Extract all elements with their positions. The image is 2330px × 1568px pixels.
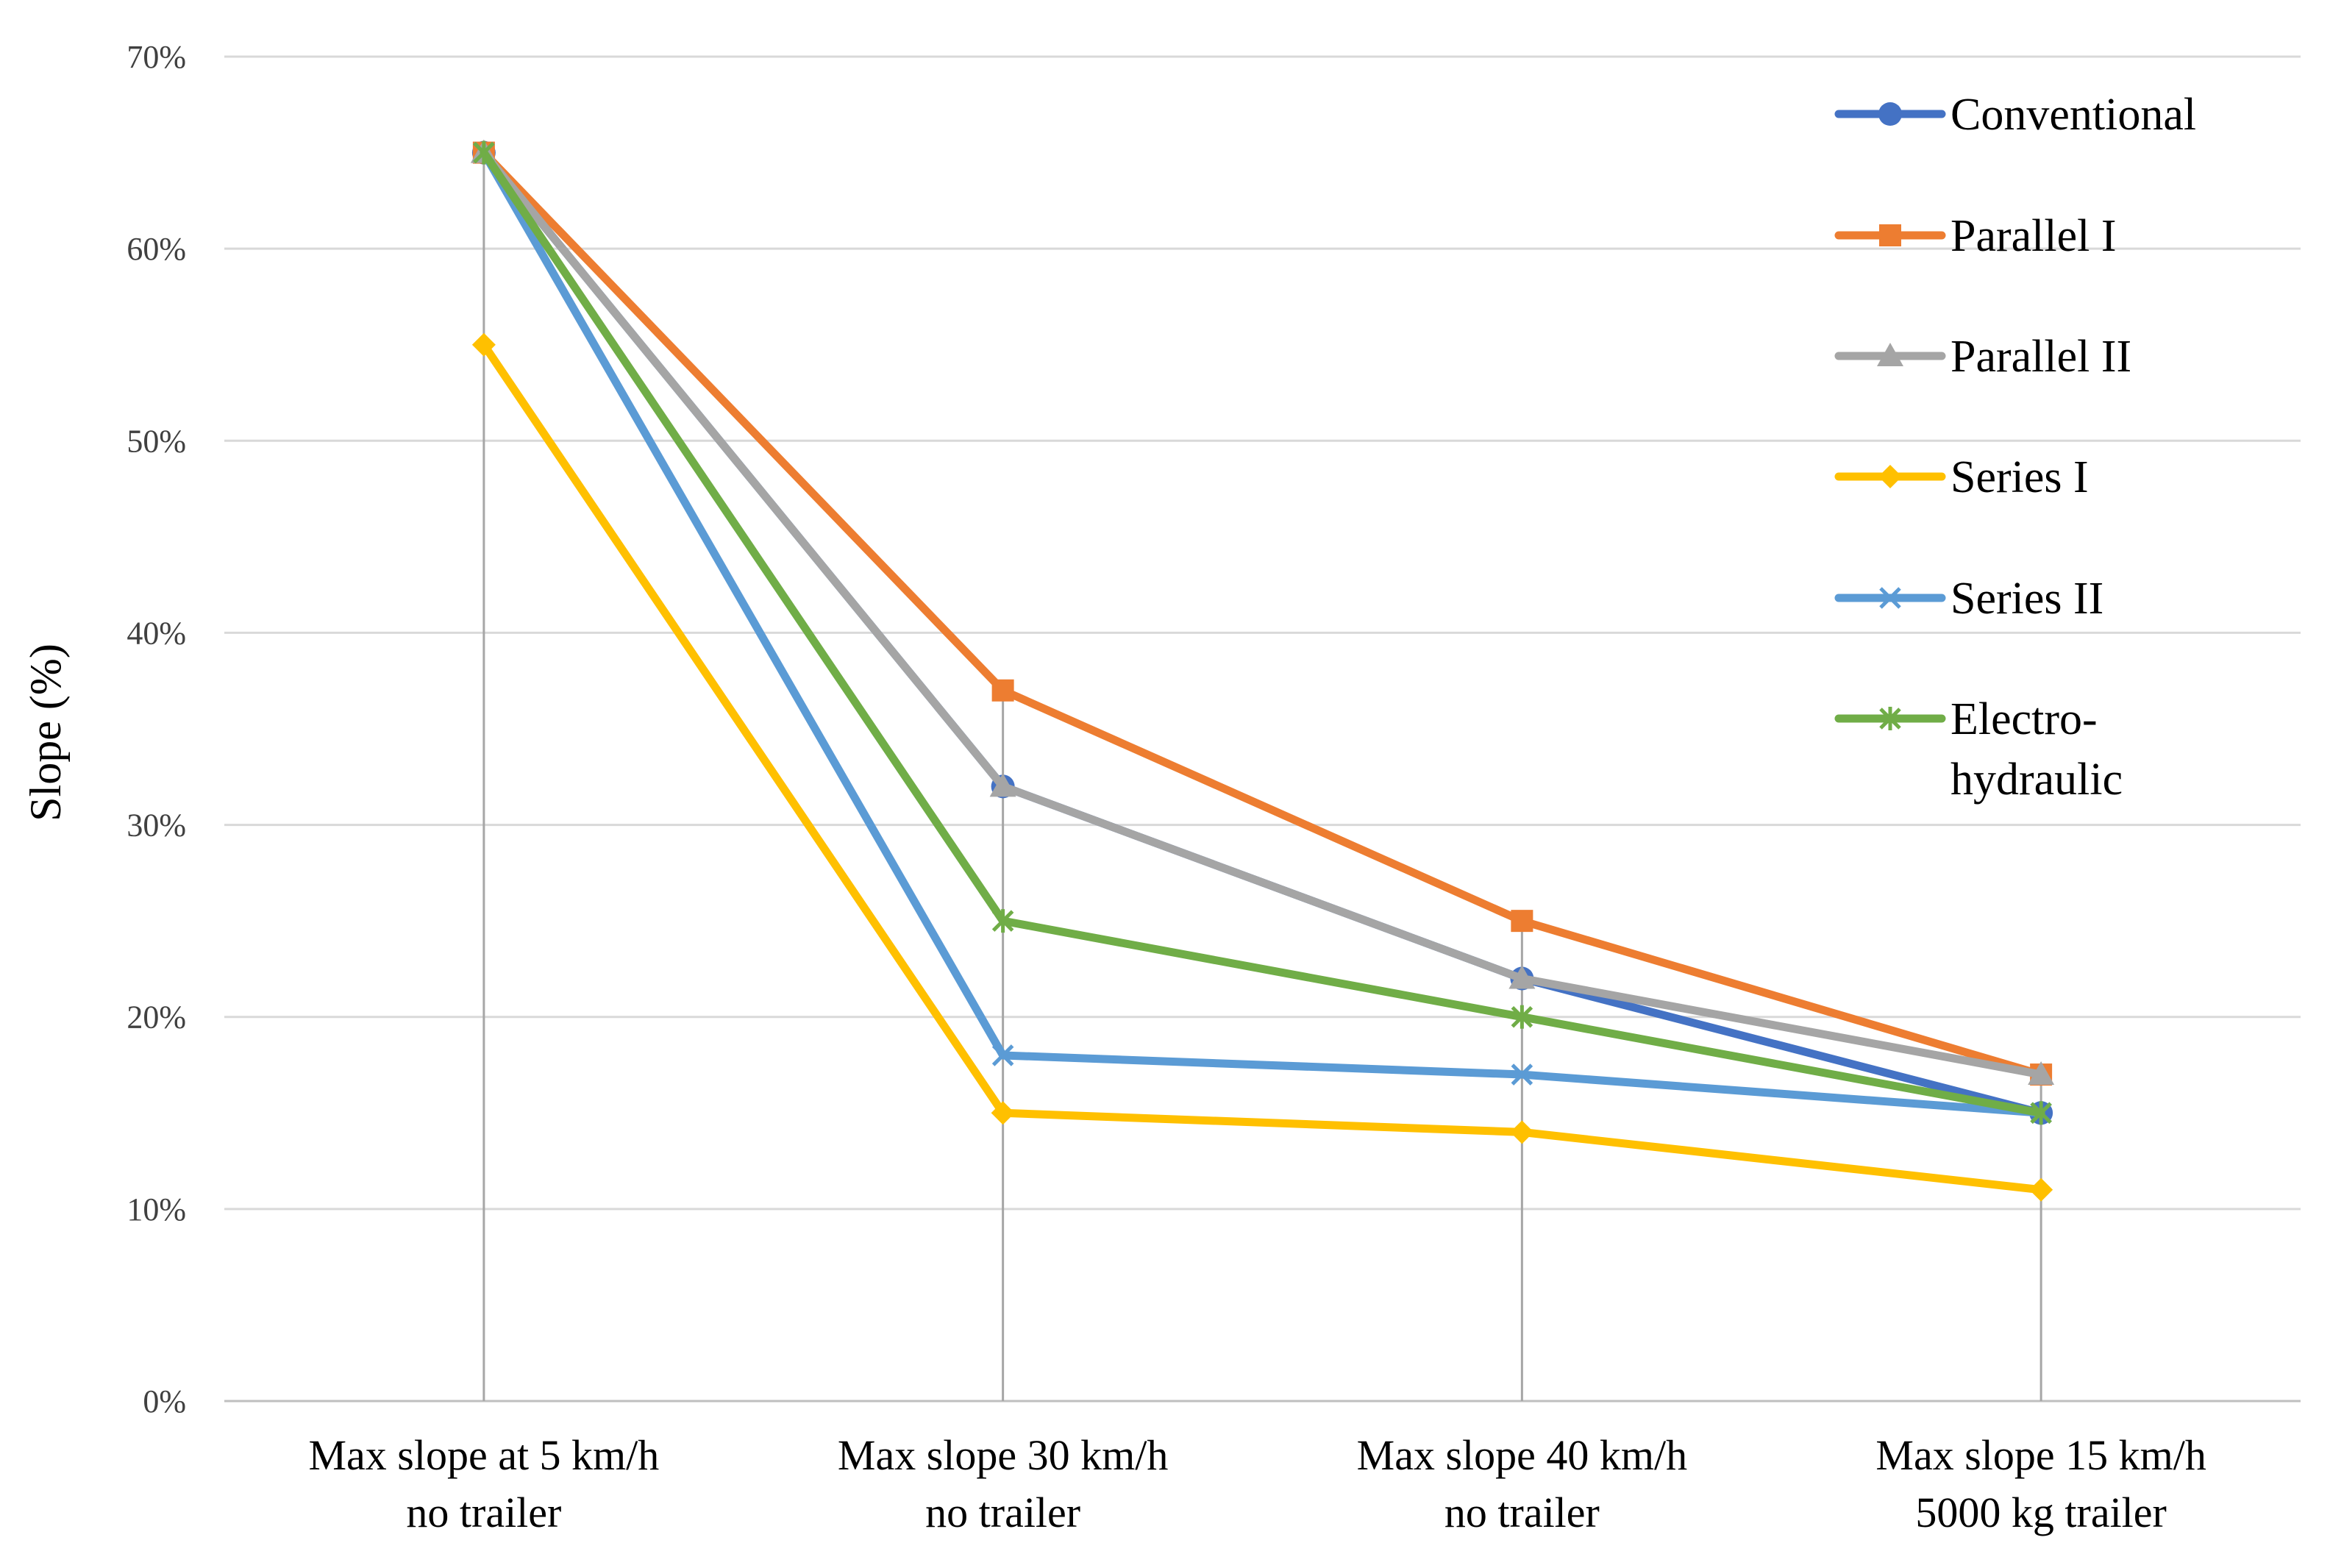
series-line-parallel-i [480,149,2045,1079]
legend-label-line: hydraulic [1950,755,2123,805]
series-lines [470,139,2055,1202]
data-point-electro-hydraulic [991,909,1014,933]
y-tick-label: 30% [127,808,186,844]
legend: Conventional Parallel I Parallel II Series … [1834,90,2196,805]
data-point-series-i [471,332,496,357]
x-category-label-line: Max slope 30 km/h [838,1431,1168,1479]
y-tick-label: 40% [127,615,186,651]
data-point-series-ii [1511,1063,1533,1086]
series-series-i [471,332,2053,1202]
legend-label: Parallel I [1950,211,2117,261]
legend-label-line: Series I [1950,452,2089,502]
legend-label-line: Electro- [1950,694,2098,744]
legend-label: Parallel II [1950,332,2131,382]
data-point-parallel-ii [1508,965,1536,989]
x-category-label: Max slope 15 km/h 5000 kg trailer [1875,1431,2206,1536]
legend-label: Series II [1950,574,2103,624]
data-point-series-i [1510,1120,1534,1144]
x-category-label-line: no trailer [406,1489,561,1536]
legend-label: Electro-hydraulic [1950,694,2123,805]
data-point-parallel-ii [2028,1061,2055,1086]
marker-stroke [1879,587,1901,609]
data-point-electro-hydraulic [1511,1005,1533,1029]
legend-label-line: Parallel I [1950,211,2117,261]
series-electro-hydraulic [473,140,2052,1125]
legend-swatch-marker [1879,224,1901,246]
data-point-series-i [991,1101,1015,1125]
legend-item-conventional: Conventional [1834,90,2196,140]
x-category-label-line: Max slope 15 km/h [1875,1431,2206,1479]
legend-swatch-marker [1878,102,1902,126]
series-line-parallel-ii [480,149,2045,1079]
x-category-label-line: Max slope at 5 km/h [308,1431,659,1479]
y-axis-label: Slope (%) [21,644,70,822]
legend-item-parallel-i: Parallel I [1834,211,2117,261]
legend-swatch-marker [1879,707,1901,730]
series-line-series-i [480,341,2045,1194]
legend-label: Series I [1950,452,2089,502]
x-category-label: Max slope 30 km/h no trailer [838,1431,1168,1536]
y-tick-label: 60% [127,231,186,267]
legend-swatch-marker [1877,343,1903,366]
x-category-label: Max slope at 5 km/h no trailer [308,1431,659,1536]
series-line-electro-hydraulic [480,149,2045,1117]
y-tick-label: 0% [143,1383,186,1419]
legend-label: Conventional [1950,90,2196,140]
marker-stroke [991,1044,1014,1066]
y-axis: 0% 10% 20% 30% 40% 50% 60% 70% [127,39,186,1419]
y-tick-label: 10% [127,1191,186,1227]
x-category-label: Max slope 40 km/h no trailer [1357,1431,1687,1536]
y-tick-label: 20% [127,999,186,1036]
data-point-electro-hydraulic [473,140,495,165]
legend-swatch-marker [1879,587,1901,609]
legend-label-line: Conventional [1950,90,2196,140]
series-parallel-ii [470,139,2055,1086]
x-category-label-line: no trailer [925,1489,1080,1536]
data-point-parallel-i [1511,910,1533,933]
y-tick-label: 70% [127,39,186,75]
data-point-series-i [2029,1177,2053,1202]
legend-label-line: Parallel II [1950,332,2131,382]
x-category-label-line: no trailer [1444,1489,1600,1536]
legend-item-parallel-ii: Parallel II [1834,332,2131,382]
legend-item-electro-hydraulic: Electro-hydraulic [1834,694,2123,805]
legend-label-line: Series II [1950,574,2103,624]
legend-swatch-marker [1878,465,1902,488]
marker-stroke [1511,1063,1533,1086]
data-point-parallel-ii [989,773,1016,797]
drop-lines [482,152,2042,1401]
y-tick-label: 50% [127,423,186,459]
data-point-parallel-i [991,679,1014,702]
x-category-label-line: 5000 kg trailer [1915,1489,2166,1536]
data-point-series-ii [991,1044,1014,1066]
legend-item-series-i: Series I [1834,452,2089,502]
legend-item-series-ii: Series II [1834,574,2103,624]
gridlines [224,55,2301,1403]
x-category-label-line: Max slope 40 km/h [1357,1431,1687,1479]
series-line-series-ii [480,149,2045,1117]
data-point-electro-hydraulic [2030,1101,2052,1125]
series-parallel-i [472,141,2053,1086]
